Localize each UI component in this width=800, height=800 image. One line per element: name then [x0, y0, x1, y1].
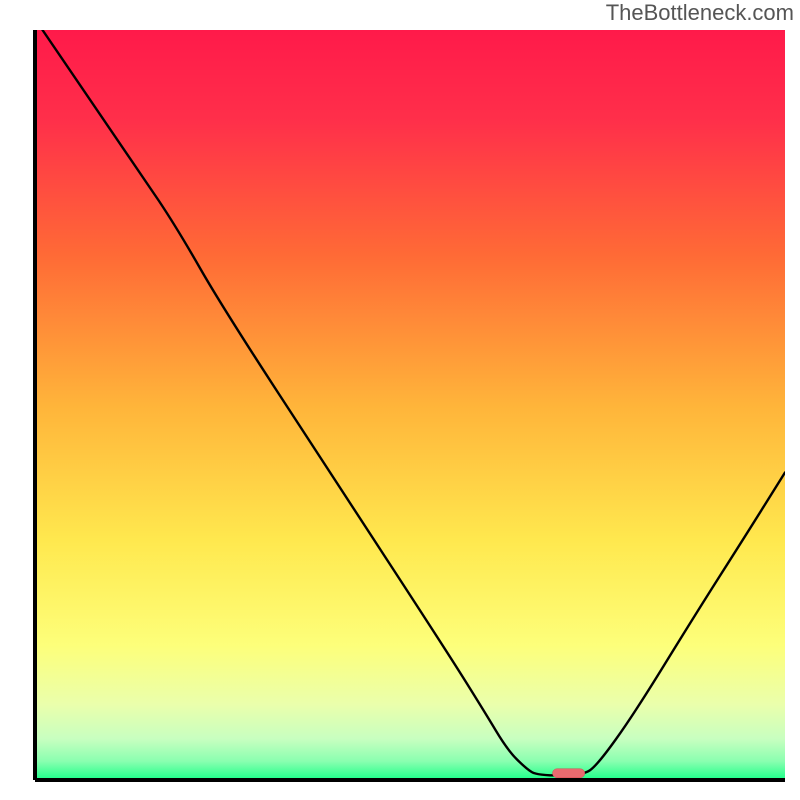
- optimal-marker: [553, 769, 585, 778]
- chart-svg: [0, 0, 800, 800]
- bottleneck-chart: TheBottleneck.com: [0, 0, 800, 800]
- gradient-background: [35, 30, 785, 780]
- watermark-text: TheBottleneck.com: [606, 0, 794, 26]
